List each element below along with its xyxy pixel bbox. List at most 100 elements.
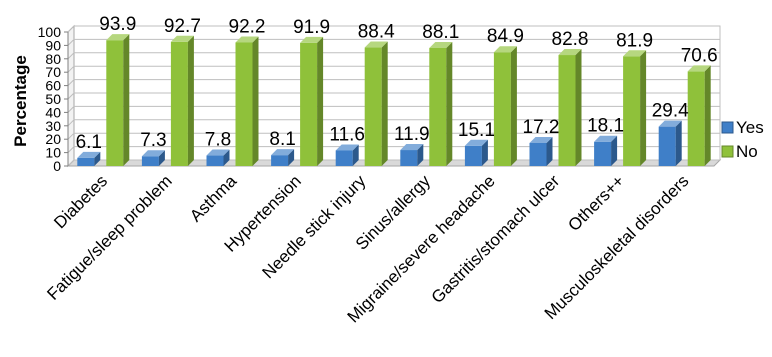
bar-front — [364, 47, 382, 166]
bar-front — [658, 126, 676, 166]
gridline — [67, 25, 720, 33]
data-label-yes: 7.3 — [140, 130, 166, 151]
bar-yes-7 — [464, 139, 488, 166]
x-tick-label: Asthma — [186, 171, 241, 226]
y-tick-label: 60 — [45, 78, 61, 94]
bar-front — [170, 41, 188, 167]
bar-front — [141, 156, 159, 166]
bar-no-10 — [687, 65, 711, 166]
data-label-no: 70.6 — [681, 45, 718, 66]
bar-front — [300, 42, 318, 166]
bar-front — [493, 52, 511, 166]
bar-top — [206, 149, 230, 156]
bar-front — [529, 142, 547, 166]
legend-label: Yes — [736, 118, 764, 137]
bar-top — [623, 50, 647, 57]
bar-no-3 — [235, 36, 259, 167]
bar-top — [493, 46, 517, 53]
plot-floor — [66, 159, 722, 167]
bar-no-4 — [300, 36, 324, 166]
bar-yes-8 — [529, 136, 553, 166]
bar-side — [510, 46, 517, 166]
bar-side — [352, 144, 359, 166]
bar-yes-10 — [658, 120, 682, 166]
data-label-yes: 18.1 — [587, 116, 624, 137]
bar-side — [94, 151, 101, 166]
bar-front — [429, 47, 447, 166]
y-tick-label: 70 — [45, 64, 61, 80]
bar-yes-4 — [271, 149, 295, 166]
bar-top — [170, 35, 194, 42]
bar-top — [77, 151, 101, 158]
bar-top — [594, 135, 618, 142]
bar-top — [464, 139, 488, 146]
data-label-yes: 7.8 — [205, 130, 231, 151]
bar-top — [687, 65, 711, 72]
bar-top — [529, 136, 553, 143]
y-tick-label: 40 — [45, 104, 61, 120]
bar-front — [271, 155, 289, 166]
legend-swatch — [721, 145, 734, 158]
y-tick-label: 100 — [38, 24, 62, 40]
y-tick-label: 80 — [45, 51, 61, 67]
bar-side — [546, 136, 553, 166]
bar-front — [558, 55, 576, 166]
bar-front — [400, 150, 418, 166]
bar-yes-9 — [594, 135, 618, 166]
bar-front — [206, 155, 224, 166]
bar-no-5 — [364, 41, 388, 166]
bar-side — [446, 41, 453, 166]
bar-no-2 — [170, 35, 194, 167]
y-tick-label: 30 — [45, 118, 61, 134]
bar-top — [141, 150, 165, 157]
bar-side — [675, 120, 682, 166]
y-tick-label: 0 — [53, 158, 61, 174]
bars — [77, 34, 711, 167]
bar-side — [640, 50, 647, 167]
data-label-yes: 6.1 — [76, 132, 102, 153]
bar-top — [300, 36, 324, 43]
bar-top — [106, 34, 130, 41]
data-label-no: 81.9 — [616, 30, 653, 51]
legend: Yes No — [721, 118, 764, 161]
bar-side — [123, 34, 130, 167]
bar-yes-6 — [400, 144, 424, 166]
y-tick-label: 10 — [45, 145, 61, 161]
bar-side — [417, 144, 424, 166]
bar-yes-5 — [335, 144, 359, 166]
bar-front — [106, 40, 124, 167]
data-label-yes: 11.9 — [394, 124, 430, 145]
bar-yes-3 — [206, 149, 230, 166]
bar-side — [187, 35, 194, 167]
legend-item-yes: Yes — [721, 118, 764, 137]
data-label-no: 93.9 — [99, 14, 136, 35]
bar-side — [317, 36, 324, 166]
bar-top — [271, 149, 295, 156]
bar-top — [429, 41, 453, 48]
data-label-no: 91.9 — [293, 17, 330, 38]
bar-no-7 — [493, 46, 517, 166]
bar-yes-1 — [77, 151, 101, 166]
x-tick-label: Fatigue/sleep problem — [43, 171, 175, 303]
bar-front — [464, 145, 482, 166]
bar-side — [158, 150, 165, 166]
bar-top — [658, 120, 682, 127]
y-tick-label: 20 — [45, 131, 61, 147]
data-label-yes: 15.1 — [458, 120, 495, 141]
bar-top — [335, 144, 359, 151]
legend-item-no: No — [721, 142, 758, 161]
bar-front — [335, 150, 353, 166]
y-tick-label: 50 — [45, 91, 61, 107]
data-label-no: 82.8 — [552, 29, 589, 50]
bar-side — [611, 135, 618, 166]
data-label-no: 84.9 — [487, 26, 524, 47]
data-label-no: 92.7 — [164, 16, 201, 37]
bar-side — [288, 149, 295, 166]
bar-top — [364, 41, 388, 48]
bar-side — [223, 149, 230, 166]
data-label-yes: 11.6 — [329, 124, 365, 145]
x-tick-label: Others++ — [564, 171, 628, 235]
bar-side — [575, 49, 582, 166]
